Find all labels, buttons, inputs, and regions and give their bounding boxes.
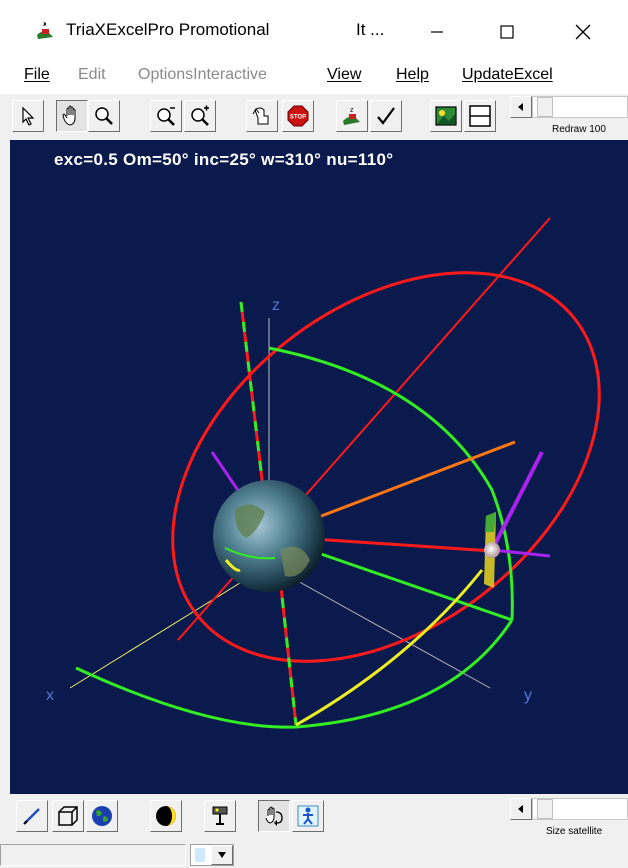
hand-icon [62, 105, 76, 126]
check-button[interactable] [370, 100, 402, 132]
picture-button[interactable] [430, 100, 462, 132]
svg-text:z: z [43, 22, 46, 28]
maximize-icon [500, 25, 514, 39]
arrow-left-icon [518, 103, 523, 111]
satellite-app-icon[interactable]: z [34, 20, 56, 42]
bottom-toolbar: Size satellite [0, 794, 628, 840]
menu-edit[interactable]: Edit [78, 66, 106, 83]
combo-color-swatch [195, 848, 205, 862]
satellite-panel-top [485, 512, 496, 532]
redraw-slider-thumb[interactable] [537, 97, 553, 117]
x-axis [69, 564, 270, 689]
pen-icon [23, 808, 40, 825]
hand-rotate-icon [265, 806, 283, 826]
redraw-slider[interactable] [532, 96, 628, 118]
earth-continent [234, 504, 265, 538]
zoom-in-button[interactable] [184, 100, 216, 132]
split-view-icon [469, 105, 491, 127]
equator-arc [75, 619, 514, 729]
redraw-label: Redraw 100 [552, 124, 606, 135]
pointer-icon [22, 106, 35, 126]
pen-button[interactable] [16, 800, 48, 832]
toolbar: STOP z Redraw 100 [0, 94, 628, 140]
moon-icon [156, 806, 176, 826]
menu-bar: File Edit OptionsInteractive View Help U… [0, 58, 628, 94]
z-axis-label: z [272, 297, 280, 314]
size-satellite-label: Size satellite [546, 826, 603, 837]
orbit-scene: z x y [46, 217, 601, 729]
satellite-velocity-vector [491, 548, 551, 558]
status-combo[interactable] [190, 844, 234, 866]
earth-continent-2 [280, 546, 310, 577]
zoom-out-icon [157, 107, 175, 126]
cube-button[interactable] [52, 800, 84, 832]
left-edge [0, 140, 10, 794]
projector-icon [212, 806, 228, 825]
chevron-down-icon [218, 852, 226, 858]
combo-dropdown-button[interactable] [211, 845, 233, 865]
hand-button[interactable] [56, 100, 88, 132]
zoom-in-icon [191, 105, 209, 126]
globe-button[interactable] [86, 800, 118, 832]
check-icon [377, 107, 395, 125]
y-axis-label: y [524, 687, 532, 704]
orbit-viewport[interactable]: exc=0.5 Om=50° inc=25° w=310° nu=110° z … [10, 140, 628, 794]
earth-equator-segment [224, 547, 276, 560]
person-button[interactable] [292, 800, 324, 832]
window-title-extra: It ... [356, 20, 385, 39]
status-field [0, 844, 186, 866]
rotate-button[interactable] [246, 100, 278, 132]
ground-track [295, 569, 484, 727]
minimize-button[interactable] [414, 12, 460, 52]
size-slider-thumb[interactable] [537, 799, 553, 819]
satellite-normal-vector [490, 451, 544, 551]
person-icon [297, 805, 319, 827]
cube-icon [58, 806, 78, 826]
svg-text:STOP: STOP [290, 115, 306, 121]
split-view-button[interactable] [464, 100, 496, 132]
maximize-button[interactable] [484, 12, 530, 52]
earth-globe[interactable] [213, 480, 325, 592]
status-bar [0, 840, 628, 868]
rotate-icon [252, 107, 269, 125]
node-line-lower-green [278, 577, 298, 726]
svg-text:z: z [350, 107, 354, 114]
stop-button[interactable]: STOP [282, 100, 314, 132]
x-axis-label: x [46, 687, 54, 704]
orbit-parameters: exc=0.5 Om=50° inc=25° w=310° nu=110° [54, 150, 394, 169]
close-button[interactable] [560, 12, 606, 52]
zoom-out-button[interactable] [150, 100, 182, 132]
menu-options-interactive[interactable]: OptionsInteractive [138, 66, 267, 83]
size-scroll-left[interactable] [510, 798, 532, 820]
orbit-ellipse [171, 271, 601, 663]
window-title: TriaXExcelPro Promotional [66, 20, 270, 39]
close-icon [575, 24, 591, 40]
earth-track-segment [224, 559, 241, 572]
satellite-button[interactable]: z [336, 100, 368, 132]
pointer-button[interactable] [12, 100, 44, 132]
y-axis [268, 564, 491, 689]
projector-button[interactable] [204, 800, 236, 832]
menu-help[interactable]: Help [396, 66, 429, 83]
satellite-icon: z [343, 107, 360, 125]
menu-file[interactable]: File [24, 66, 50, 83]
minimize-icon [431, 31, 443, 33]
title-bar: z TriaXExcelPro Promotional It ... [0, 0, 628, 58]
hand-rotate-button[interactable] [258, 800, 290, 832]
moon-button[interactable] [150, 800, 182, 832]
menu-view[interactable]: View [327, 66, 362, 83]
stop-icon: STOP [287, 105, 309, 127]
magnifier-icon [95, 107, 113, 125]
size-satellite-slider[interactable] [532, 798, 628, 820]
meridian-arc [268, 346, 514, 621]
magnifier-button[interactable] [88, 100, 120, 132]
picture-icon [435, 106, 457, 126]
redraw-scroll-left[interactable] [510, 96, 532, 118]
arrow-left-icon [518, 805, 523, 813]
menu-update-excel[interactable]: UpdateExcel [462, 66, 553, 83]
globe-icon [92, 806, 112, 826]
satellite[interactable] [484, 542, 500, 558]
